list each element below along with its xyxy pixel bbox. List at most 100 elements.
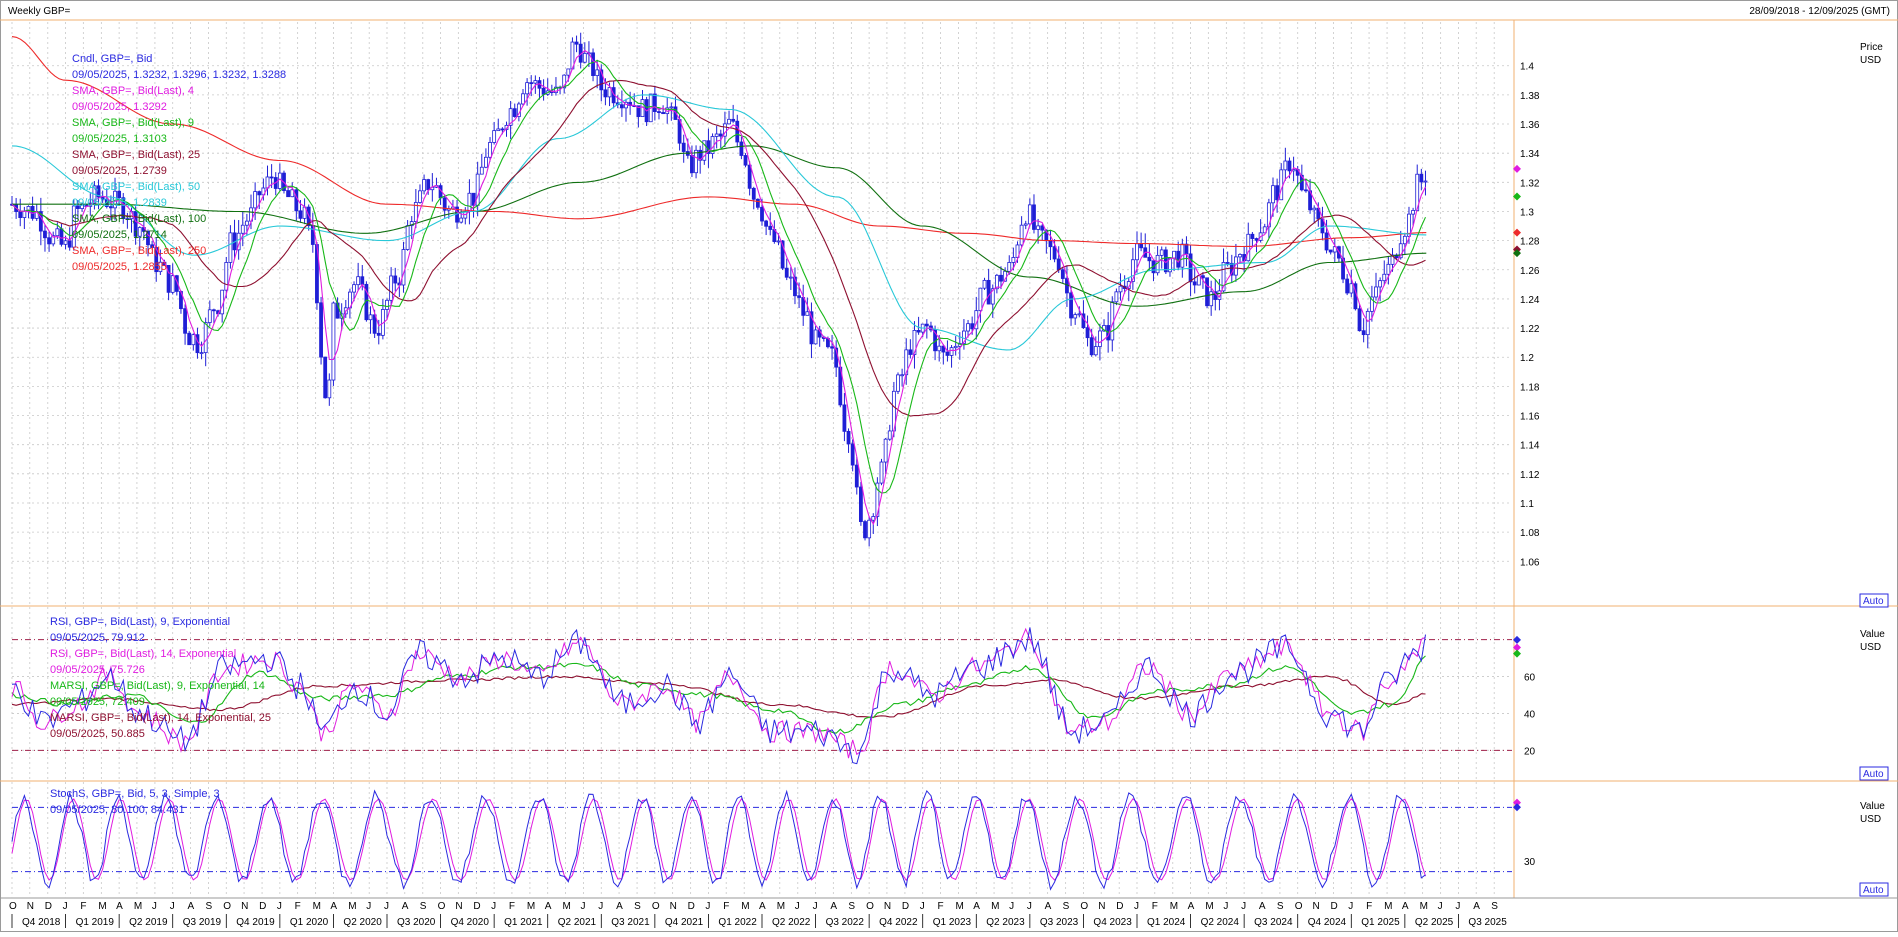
month-tick-label: M	[777, 901, 785, 912]
candle-body	[636, 105, 641, 118]
candle	[1369, 285, 1374, 322]
month-tick-label: O	[438, 901, 446, 912]
candle	[739, 136, 744, 160]
candle	[764, 219, 769, 236]
candle-body	[751, 187, 756, 200]
candle	[401, 241, 406, 293]
candle-body	[1023, 223, 1028, 226]
candle-body	[657, 111, 661, 113]
candle-body	[747, 164, 752, 189]
month-tick-label: A	[402, 901, 409, 912]
price-tick-label: 1.12	[1520, 470, 1540, 481]
price-value-marker	[1513, 164, 1521, 173]
candle-body	[949, 347, 954, 356]
candle	[1209, 280, 1214, 316]
candle-body	[595, 69, 600, 76]
auto-scale-button[interactable]: Auto	[1859, 882, 1889, 897]
candle	[1060, 266, 1065, 284]
candle-body	[1369, 296, 1374, 312]
candle-body	[1172, 250, 1176, 259]
candle-body	[1262, 226, 1267, 234]
candle	[492, 121, 497, 145]
candle	[747, 161, 752, 196]
candle-body	[603, 89, 608, 98]
month-tick-label: F	[80, 901, 86, 912]
price-value-marker	[1513, 192, 1521, 201]
candle-body	[146, 230, 150, 246]
quarter-label: Q4 2021	[665, 917, 704, 928]
month-tick-label: A	[973, 901, 980, 912]
candle	[982, 277, 987, 290]
candle-body	[71, 205, 76, 248]
candle-body	[1048, 240, 1053, 248]
candle-body	[212, 309, 216, 312]
month-tick-label: J	[152, 901, 157, 912]
candle	[1007, 255, 1012, 275]
candle-body	[286, 190, 290, 198]
price-tick-label: 1.34	[1520, 149, 1540, 160]
candle-body	[1098, 330, 1102, 347]
candle-body	[393, 275, 398, 284]
candle	[1262, 223, 1267, 234]
candle-body	[990, 288, 995, 305]
candle-body	[850, 443, 855, 466]
candle-body	[1168, 257, 1172, 273]
candle	[1073, 312, 1078, 325]
candle-body	[55, 228, 60, 237]
candle-body	[475, 173, 480, 206]
candle	[1419, 168, 1424, 191]
candle-body	[1361, 330, 1366, 336]
month-tick-label: A	[1402, 901, 1409, 912]
axis-title: Price	[1860, 42, 1883, 53]
candle-body	[1287, 160, 1292, 172]
candle	[47, 231, 51, 252]
auto-scale-button[interactable]: Auto	[1859, 593, 1889, 608]
candle-body	[1213, 291, 1218, 300]
legend-series-value: 09/05/2025, 1.3232, 1.3296, 1.3232, 1.32…	[72, 69, 286, 81]
candle-body	[1032, 204, 1036, 230]
axis-unit: USD	[1860, 55, 1881, 66]
candle-body	[599, 69, 604, 91]
quarter-label: Q4 2020	[451, 917, 490, 928]
month-tick-label: M	[1420, 901, 1428, 912]
candle	[51, 231, 56, 247]
month-tick-label: D	[45, 901, 52, 912]
candle	[422, 174, 426, 195]
candle	[941, 344, 946, 365]
candle	[714, 125, 719, 149]
month-tick-label: J	[1009, 901, 1014, 912]
candle	[174, 274, 179, 296]
month-tick-label: A	[1473, 901, 1480, 912]
candle	[813, 326, 818, 345]
month-tick-label: A	[545, 901, 552, 912]
auto-scale-label: Auto	[1863, 769, 1884, 780]
month-tick-label: D	[1116, 901, 1123, 912]
candle-body	[203, 322, 208, 354]
month-tick-label: O	[1080, 901, 1088, 912]
candle-body	[702, 140, 707, 161]
candle	[1085, 315, 1090, 347]
quarter-label: Q4 2024	[1308, 917, 1347, 928]
candle	[854, 456, 859, 495]
candle	[212, 308, 216, 324]
candle-body	[484, 156, 488, 168]
legend-series-value: 09/05/2025, 1.3103	[72, 133, 167, 145]
candle	[1386, 256, 1391, 285]
candle-body	[442, 197, 447, 211]
legend-series-name: MARSI, GBP=, Bid(Last), 14, Exponential,…	[50, 712, 271, 724]
month-tick-label: N	[455, 901, 462, 912]
auto-scale-button[interactable]: Auto	[1859, 766, 1889, 781]
candle-body	[541, 87, 546, 95]
candle	[1023, 220, 1028, 230]
candle-body	[999, 274, 1003, 282]
month-tick-label: S	[1063, 901, 1070, 912]
candle-body	[805, 311, 810, 316]
quarter-label: Q4 2019	[236, 917, 275, 928]
candle	[385, 298, 389, 320]
price-tick-label: 1.06	[1520, 557, 1540, 568]
candle	[1205, 277, 1209, 309]
candle	[1357, 304, 1362, 332]
candle	[1159, 246, 1164, 269]
candle-body	[896, 374, 900, 392]
